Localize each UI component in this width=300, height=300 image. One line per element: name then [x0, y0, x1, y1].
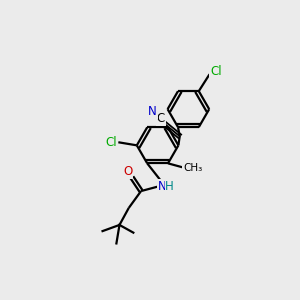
Text: Cl: Cl	[106, 136, 117, 149]
Text: H: H	[165, 180, 174, 193]
Text: CH₃: CH₃	[183, 163, 202, 173]
Text: Cl: Cl	[210, 64, 221, 78]
Text: O: O	[123, 165, 133, 178]
Text: C: C	[157, 112, 165, 125]
Text: N: N	[148, 105, 157, 119]
Text: N: N	[158, 180, 166, 193]
